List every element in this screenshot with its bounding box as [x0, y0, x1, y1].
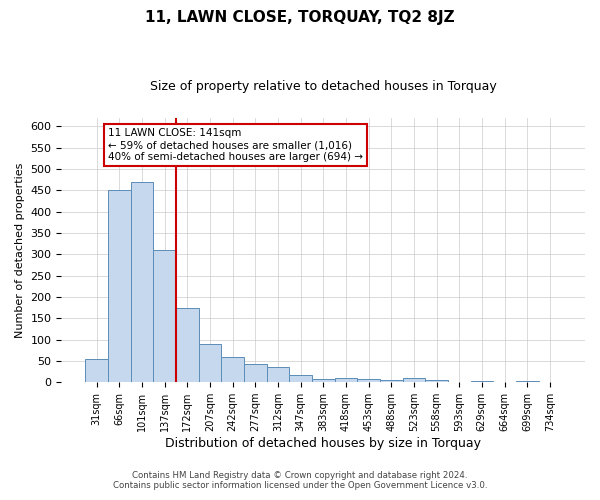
Y-axis label: Number of detached properties: Number of detached properties	[15, 162, 25, 338]
Bar	[176, 308, 199, 382]
Bar	[85, 359, 108, 382]
Bar	[470, 381, 493, 382]
Bar	[221, 356, 244, 382]
X-axis label: Distribution of detached houses by size in Torquay: Distribution of detached houses by size …	[165, 437, 481, 450]
Bar	[335, 378, 357, 382]
Bar	[425, 380, 448, 382]
Bar	[289, 375, 312, 382]
Bar	[131, 182, 153, 382]
Bar	[108, 190, 131, 382]
Text: 11 LAWN CLOSE: 141sqm
← 59% of detached houses are smaller (1,016)
40% of semi-d: 11 LAWN CLOSE: 141sqm ← 59% of detached …	[108, 128, 363, 162]
Text: Contains HM Land Registry data © Crown copyright and database right 2024.
Contai: Contains HM Land Registry data © Crown c…	[113, 470, 487, 490]
Bar	[266, 368, 289, 382]
Text: 11, LAWN CLOSE, TORQUAY, TQ2 8JZ: 11, LAWN CLOSE, TORQUAY, TQ2 8JZ	[145, 10, 455, 25]
Bar	[312, 379, 335, 382]
Bar	[199, 344, 221, 382]
Title: Size of property relative to detached houses in Torquay: Size of property relative to detached ho…	[150, 80, 497, 93]
Bar	[403, 378, 425, 382]
Bar	[357, 379, 380, 382]
Bar	[244, 364, 266, 382]
Bar	[516, 381, 539, 382]
Bar	[153, 250, 176, 382]
Bar	[380, 380, 403, 382]
